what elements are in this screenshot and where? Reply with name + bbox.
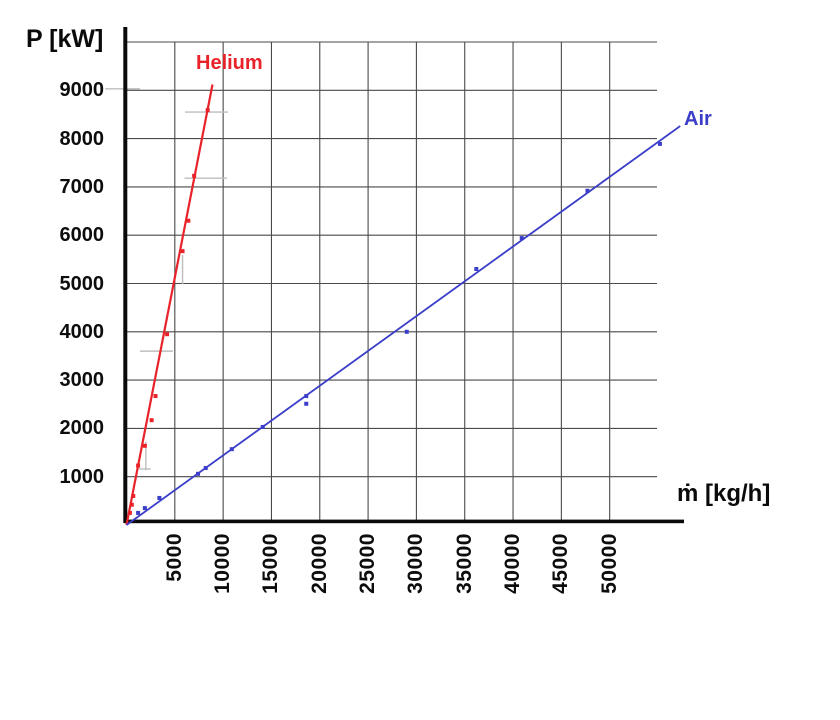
y-tick-label: 6000 [59, 224, 105, 247]
x-tick-label: 30000 [404, 533, 428, 594]
air-series-label: Air [684, 108, 712, 130]
x-tick-label: 10000 [211, 533, 235, 594]
x-axis-title: ṁ [kg/h] [677, 480, 771, 507]
x-tick-label: 20000 [307, 533, 331, 594]
x-tick-label: 35000 [452, 533, 476, 594]
y-tick-label: 8000 [59, 127, 105, 150]
helium-fit-line [125, 84, 214, 526]
x-tick-label: 15000 [259, 533, 283, 594]
x-tick-label: 45000 [549, 533, 573, 594]
y-tick-label: 9000 [59, 79, 105, 102]
y-tick-label: 4000 [59, 320, 105, 343]
y-axis-line [123, 27, 128, 523]
grid-lines [126, 41, 657, 522]
air-fit-line [125, 125, 681, 526]
helium-points [127, 108, 210, 515]
x-tick-label: 40000 [501, 533, 525, 594]
y-tick-label: 5000 [59, 272, 105, 295]
helium-series-label: Helium [196, 52, 263, 74]
x-tick-label: 25000 [356, 533, 380, 594]
air-points [136, 141, 662, 515]
y-tick-label: 7000 [59, 175, 105, 198]
y-tick-label: 1000 [59, 465, 105, 488]
x-axis-line [124, 519, 684, 524]
x-tick-label: 50000 [597, 533, 621, 594]
y-axis-title: P [kW] [26, 25, 104, 53]
y-tick-label: 2000 [59, 417, 105, 440]
y-tick-label: 3000 [59, 369, 105, 392]
x-tick-label: 5000 [162, 533, 186, 582]
